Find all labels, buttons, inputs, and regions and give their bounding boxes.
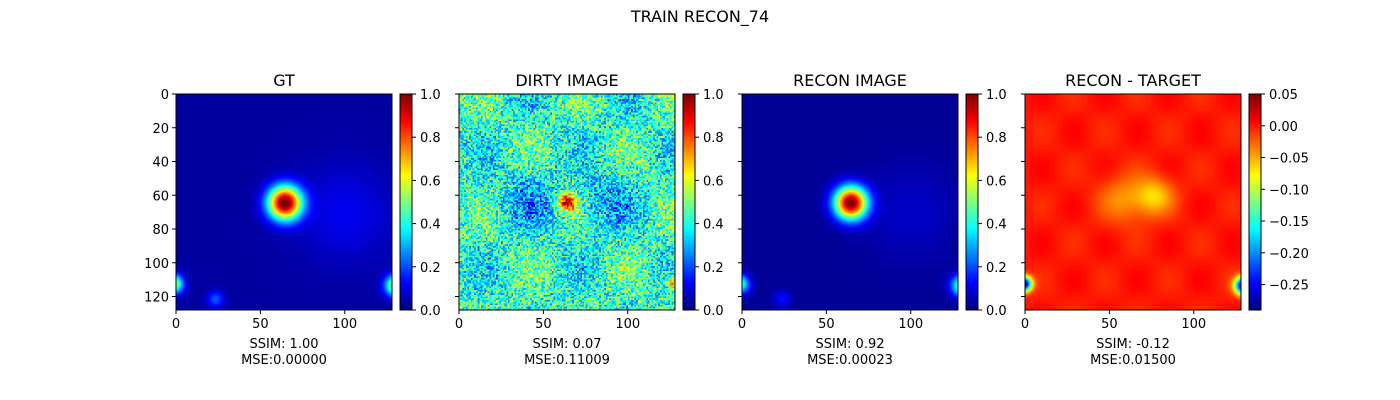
colorbar-tick-label: 0.8 — [986, 131, 1007, 146]
colorbar-tick-label: 0.4 — [703, 218, 724, 233]
colorbar-tick-label: −0.25 — [1269, 279, 1309, 294]
colorbar-tick-label: 0.8 — [420, 131, 441, 146]
colorbar-frame — [682, 93, 696, 311]
x-tick-label: 50 — [818, 317, 835, 332]
colorbar-tick-label: 0.4 — [986, 218, 1007, 233]
y-tick-label: 120 — [144, 291, 169, 306]
colorbar-tick-label: 0.2 — [420, 261, 441, 276]
axes-frame — [458, 93, 676, 311]
colorbar-tick-label: −0.05 — [1269, 152, 1309, 167]
axes-frame — [175, 93, 393, 311]
colorbar-tick-label: 1.0 — [420, 88, 441, 103]
colorbar — [966, 94, 978, 310]
colorbar-tick-label: −0.15 — [1269, 215, 1309, 230]
x-tick-label: 100 — [332, 317, 357, 332]
panel-gt: GT 0 50 100 0 20 40 60 80 100 120 SSIM: 1.00MSE:0.0… — [144, 71, 441, 368]
colorbar-tick-label: 0.6 — [986, 174, 1007, 189]
colorbar-frame — [1248, 93, 1262, 311]
colorbar-tick-label: 0.8 — [703, 131, 724, 146]
metric-label: SSIM: 1.00 — [249, 337, 318, 352]
x-tick-label: 0 — [1021, 317, 1029, 332]
figure-suptitle: TRAIN RECON_74 — [630, 7, 769, 27]
heatmap-image — [459, 94, 675, 310]
y-tick-label: 40 — [152, 156, 169, 171]
colorbar — [683, 94, 695, 310]
colorbar-frame — [399, 93, 413, 311]
y-tick-label: 60 — [152, 189, 169, 204]
panel-title: GT — [273, 71, 295, 90]
panel-title: DIRTY IMAGE — [515, 71, 618, 90]
y-tick-label: 80 — [152, 223, 169, 238]
colorbar-tick-label: 0.00 — [1269, 120, 1298, 135]
metric-label: SSIM: 0.92 — [815, 337, 884, 352]
colorbar-tick-label: 1.0 — [703, 88, 724, 103]
heatmap-image — [1025, 94, 1241, 310]
colorbar — [1249, 94, 1261, 310]
x-tick-label: 0 — [172, 317, 180, 332]
colorbar-tick-label: 0.6 — [420, 174, 441, 189]
y-tick-label: 20 — [152, 122, 169, 137]
heatmap-image — [176, 94, 392, 310]
x-tick-label: 0 — [738, 317, 746, 332]
heatmap-image — [742, 94, 958, 310]
metric-label: SSIM: -0.12 — [1096, 337, 1170, 352]
colorbar-tick-label: −0.20 — [1269, 247, 1309, 262]
metric-label: MSE:0.00023 — [807, 353, 893, 368]
metric-label: SSIM: 0.07 — [532, 337, 601, 352]
colorbar-tick-label: 0.2 — [986, 261, 1007, 276]
colorbar-tick-label: 0.6 — [703, 174, 724, 189]
metric-label: MSE:0.01500 — [1090, 353, 1176, 368]
y-tick-label: 0 — [161, 88, 169, 103]
colorbar-tick-label: 0.0 — [986, 304, 1007, 319]
colorbar-tick-label: −0.10 — [1269, 183, 1309, 198]
y-tick-label: 100 — [144, 257, 169, 272]
colorbar-tick-label: 0.0 — [703, 304, 724, 319]
x-tick-label: 50 — [535, 317, 552, 332]
panel-recon-target: RECON - TARGET 0 50 100 SSIM: -0.12MSE:0.015… — [1021, 71, 1309, 368]
colorbar-tick-label: 0.2 — [703, 261, 724, 276]
x-tick-label: 100 — [1181, 317, 1206, 332]
x-tick-label: 100 — [615, 317, 640, 332]
panel-title: RECON IMAGE — [793, 71, 907, 90]
x-tick-label: 0 — [455, 317, 463, 332]
colorbar-tick-label: 0.4 — [420, 218, 441, 233]
x-tick-label: 50 — [1101, 317, 1118, 332]
colorbar — [400, 94, 412, 310]
colorbar-frame — [965, 93, 979, 311]
axes-frame — [741, 93, 959, 311]
colorbar-tick-label: 1.0 — [986, 88, 1007, 103]
metric-label: MSE:0.11009 — [524, 353, 610, 368]
colorbar-tick-label: 0.05 — [1269, 88, 1298, 103]
x-tick-label: 50 — [252, 317, 269, 332]
axes-frame — [1024, 93, 1242, 311]
metric-label: MSE:0.00000 — [241, 353, 327, 368]
x-tick-label: 100 — [898, 317, 923, 332]
panel-title: RECON - TARGET — [1065, 71, 1201, 90]
colorbar-tick-label: 0.0 — [420, 304, 441, 319]
